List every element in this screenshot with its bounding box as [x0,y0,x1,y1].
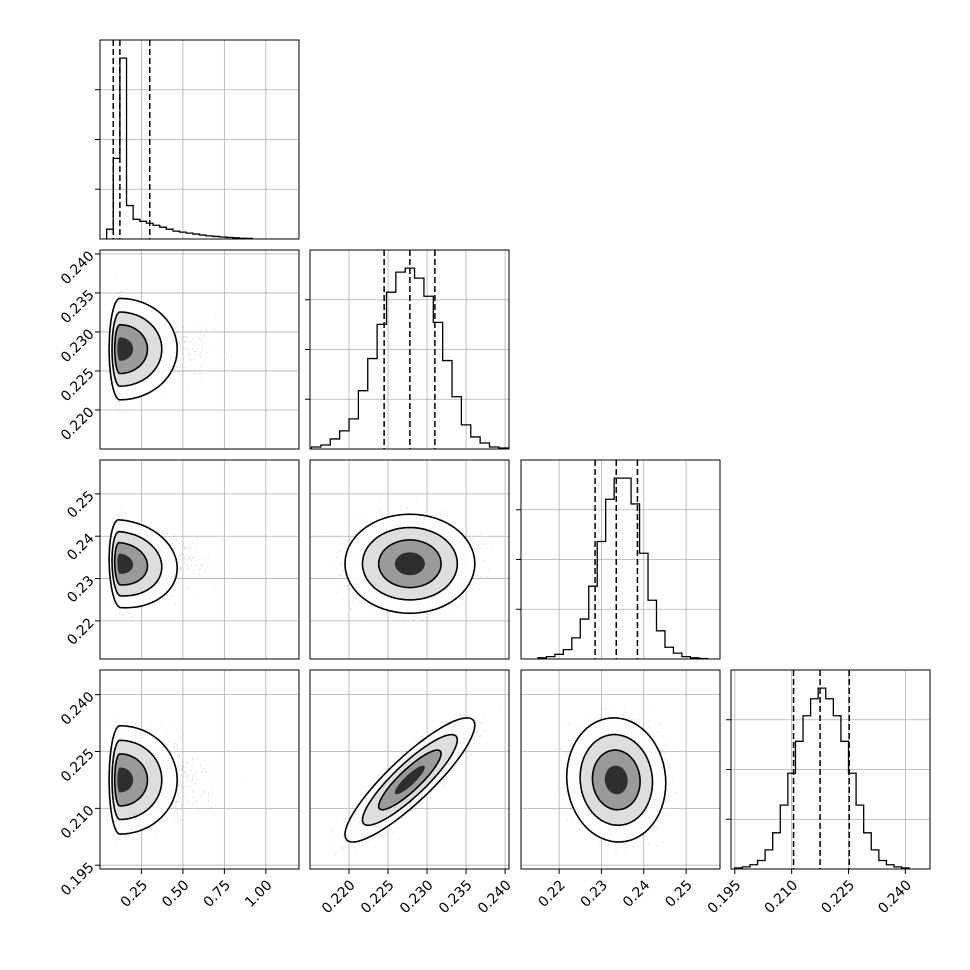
x-tick-label: 0.22 [535,877,568,910]
density-peak [117,553,134,574]
x-tick-label: 0.225 [818,877,858,917]
density-peak [394,552,425,576]
x-tick-label: 0.50 [159,877,192,910]
density-peak [117,767,134,793]
scatter-points [318,498,492,622]
histogram-3-grid [731,670,930,869]
y-tick-label: 0.195 [58,860,98,900]
scatter-points [107,508,228,618]
scatter-2-3-frame [520,669,721,870]
x-tick-label: 0.25 [118,877,151,910]
y-tick-label: 0.225 [58,365,98,405]
x-tick-label: 0.240 [875,877,915,917]
histogram-panel-2 [516,459,721,660]
x-tick-label: 0.24 [620,877,653,910]
scatter-panel-0-3 [95,669,300,874]
x-tick-label: 0.235 [436,877,476,917]
x-tick-label: 0.210 [762,877,802,917]
scatter-points [106,275,232,411]
scatter-panel-1-3 [309,669,510,874]
x-tick-label: 1.00 [242,877,275,910]
density-peak [394,765,425,795]
y-tick-label: 0.240 [58,248,98,288]
histogram-0-grid [100,40,299,239]
scatter-1-3-grid [310,670,509,869]
scatter-panel-1-2 [309,459,510,660]
histogram-step-line [734,687,910,869]
x-tick-label: 0.230 [397,877,437,917]
x-tick-label: 0.25 [662,877,695,910]
histogram-1-grid [310,250,509,449]
y-tick-label: 0.240 [58,689,98,729]
density-peak [117,337,134,361]
y-tick-label: 0.235 [58,287,98,327]
scatter-1-3-frame [309,669,510,870]
y-tick-label: 0.220 [58,404,98,444]
y-tick-label: 0.23 [64,573,97,606]
y-tick-label: 0.230 [58,326,98,366]
histogram-step-line [537,477,708,660]
x-tick-label: 0.195 [705,877,745,917]
scatter-points [554,705,677,857]
scatter-1-2-frame [309,459,510,660]
x-tick-label: 0.220 [319,877,359,917]
histogram-2-grid [521,460,720,659]
histogram-panel-3 [726,669,931,874]
scatter-panel-0-1 [95,249,300,450]
y-tick-label: 0.225 [58,746,98,786]
y-tick-label: 0.22 [64,615,97,648]
histogram-panel-0 [95,39,300,240]
density-peak [604,765,628,795]
y-tick-label: 0.25 [64,488,97,521]
y-tick-label: 0.24 [64,530,97,563]
histogram-panel-1 [305,249,510,450]
x-tick-label: 0.23 [578,877,611,910]
scatter-0-3-frame [99,669,300,870]
histogram-step-line [105,57,254,240]
x-tick-label: 0.225 [358,877,398,917]
scatter-panel-2-3 [520,669,721,874]
y-tick-label: 0.210 [58,803,98,843]
scatter-0-2-frame [99,459,300,660]
x-tick-label: 0.75 [201,877,234,910]
scatter-points [107,716,244,844]
scatter-points [329,693,507,856]
scatter-panel-0-2 [95,459,300,660]
x-tick-label: 0.240 [475,877,515,917]
scatter-0-1-frame [99,249,300,450]
